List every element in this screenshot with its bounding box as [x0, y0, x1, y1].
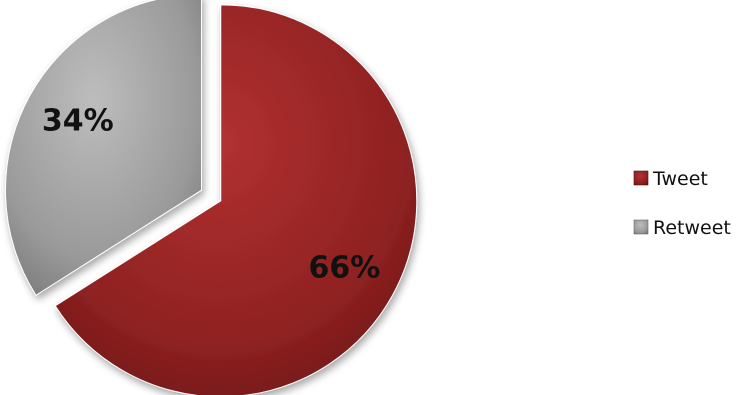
slice-label-tweet: 66%: [309, 250, 381, 285]
pie-slices: [5, 0, 418, 395]
slice-label-retweet: 34%: [42, 104, 114, 139]
legend-label-tweet: Tweet: [652, 168, 708, 190]
legend-swatch-tweet: [633, 170, 649, 186]
pie-slice-labels: 66% 34%: [42, 104, 380, 286]
legend: Tweet Retweet: [633, 168, 731, 239]
pie-slice-tweet: [54, 4, 418, 395]
pie-slice-retweet: [5, 0, 202, 296]
legend-label-retweet: Retweet: [653, 217, 731, 239]
legend-swatch-retweet: [633, 219, 649, 235]
